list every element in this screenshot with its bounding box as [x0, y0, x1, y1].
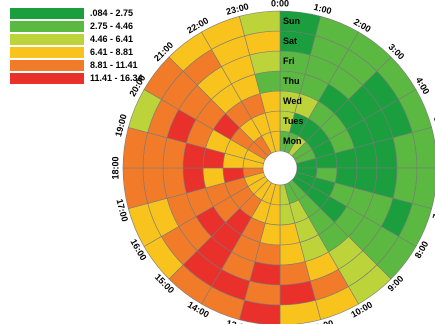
- legend-label: 8.81 - 11.41: [90, 60, 138, 70]
- legend-swatch: [10, 46, 84, 58]
- legend-item: 8.81 - 11.41: [10, 59, 143, 71]
- heatmap-cell: [249, 50, 281, 75]
- legend-label: 11.41 - 16.34: [90, 73, 143, 83]
- legend-label: .084 - 2.75: [90, 8, 134, 18]
- hour-label: 7:00: [431, 200, 435, 220]
- legend-item: .084 - 2.75: [10, 7, 143, 19]
- legend: .084 - 2.75 2.75 - 4.46 4.46 - 6.41 6.41 - …: [10, 7, 143, 85]
- legend-item: 2.75 - 4.46: [10, 20, 143, 32]
- hour-label: 18:00: [110, 156, 120, 179]
- day-label: Wed: [283, 96, 302, 106]
- legend-label: 6.41 - 8.81: [90, 47, 134, 57]
- day-label: Sun: [283, 16, 300, 26]
- legend-swatch: [10, 7, 84, 19]
- hour-label: 11:00: [310, 318, 334, 324]
- day-label: Mon: [283, 136, 302, 146]
- legend-label: 4.46 - 6.41: [90, 34, 134, 44]
- cells: [122, 10, 435, 324]
- legend-item: 4.46 - 6.41: [10, 33, 143, 45]
- hour-label: 1:00: [313, 2, 333, 16]
- heatmap-cell: [162, 167, 187, 199]
- heatmap-cell: [238, 10, 281, 37]
- legend-label: 2.75 - 4.46: [90, 21, 134, 31]
- hour-label: 0:00: [271, 0, 289, 8]
- legend-item: 6.41 - 8.81: [10, 46, 143, 58]
- heatmap-cell: [373, 137, 398, 169]
- day-label: Thu: [283, 76, 300, 86]
- legend-item: 11.41 - 16.34: [10, 72, 143, 84]
- hour-label: 13:00: [225, 318, 250, 324]
- day-label: Sat: [283, 36, 297, 46]
- legend-swatch: [10, 33, 84, 45]
- day-label: Fri: [283, 56, 295, 66]
- day-label: Tues: [283, 116, 303, 126]
- legend-swatch: [10, 20, 84, 32]
- legend-swatch: [10, 72, 84, 84]
- heatmap-cell: [279, 261, 311, 286]
- legend-swatch: [10, 59, 84, 71]
